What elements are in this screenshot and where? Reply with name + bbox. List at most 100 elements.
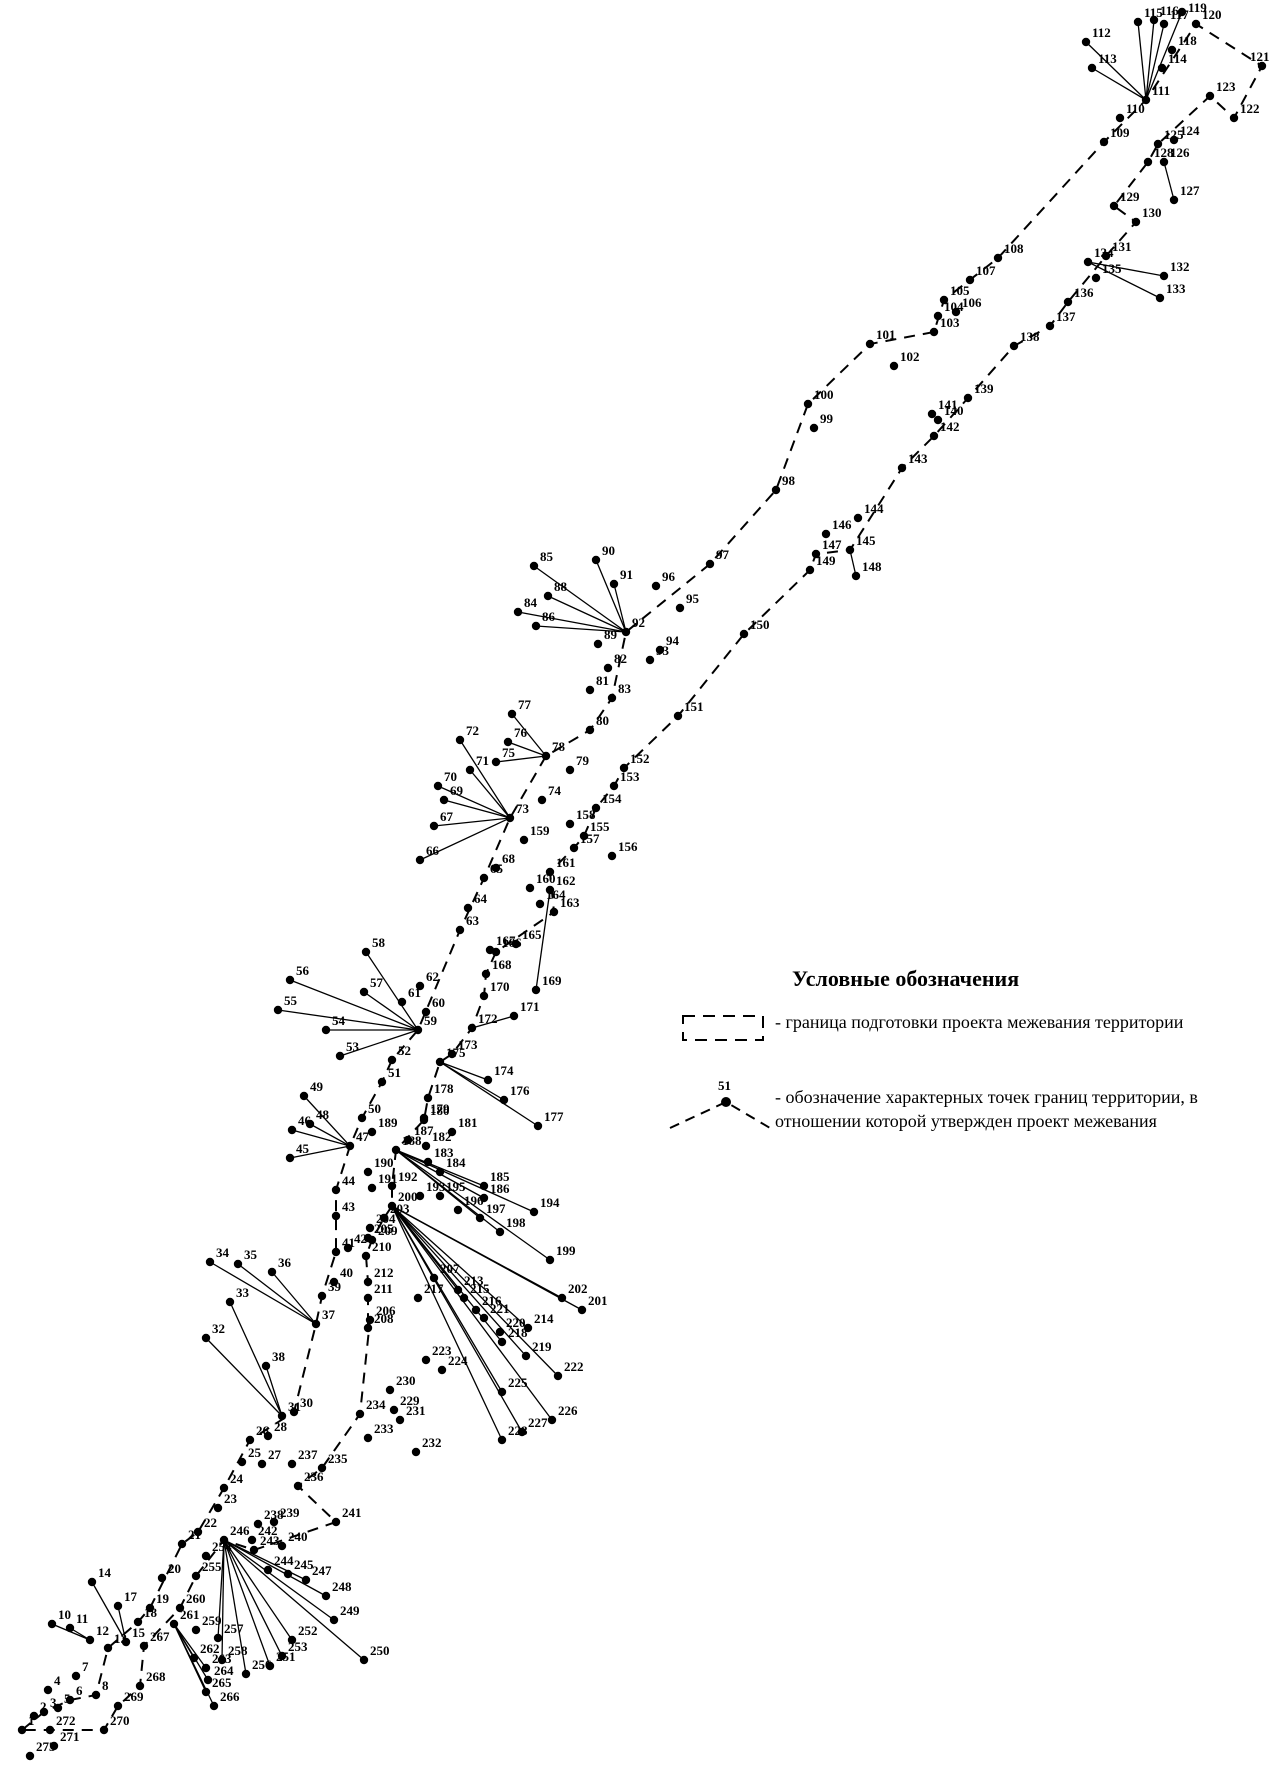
characteristic-point xyxy=(47,1619,57,1629)
characteristic-point xyxy=(245,1435,255,1445)
leader-line xyxy=(339,1029,419,1057)
characteristic-point xyxy=(845,545,855,555)
leader-line xyxy=(1145,11,1183,101)
point-label: 248 xyxy=(332,1579,352,1594)
leader-line xyxy=(223,1539,307,1581)
characteristic-point xyxy=(411,1447,421,1457)
point-label: 83 xyxy=(618,681,632,696)
characteristic-point xyxy=(363,1433,373,1443)
characteristic-point xyxy=(365,1223,375,1233)
point-label: 90 xyxy=(602,543,615,558)
characteristic-point xyxy=(509,1011,519,1021)
characteristic-point xyxy=(329,1277,339,1287)
characteristic-point xyxy=(569,843,579,853)
characteristic-point xyxy=(993,253,1003,263)
point-label: 80 xyxy=(596,713,609,728)
leader-line xyxy=(391,1205,563,1299)
characteristic-point xyxy=(379,1213,389,1223)
point-label: 127 xyxy=(1180,183,1200,198)
leader-line xyxy=(221,1539,225,1661)
characteristic-point xyxy=(345,1141,355,1151)
point-label: 227 xyxy=(528,1415,548,1430)
characteristic-point xyxy=(343,1243,353,1253)
leader-line xyxy=(1091,67,1147,101)
leader-line xyxy=(511,713,547,757)
point-label: 251 xyxy=(276,1649,296,1664)
point-label: 253 xyxy=(288,1639,308,1654)
characteristic-point xyxy=(497,1337,507,1347)
point-label: 38 xyxy=(272,1349,286,1364)
point-label: 202 xyxy=(568,1281,588,1296)
point-label: 160 xyxy=(536,871,556,886)
characteristic-point xyxy=(263,1565,273,1575)
point-label: 44 xyxy=(342,1173,356,1188)
characteristic-point xyxy=(621,627,631,637)
characteristic-point xyxy=(415,1191,425,1201)
point-label: 49 xyxy=(310,1079,324,1094)
characteristic-point xyxy=(25,1751,35,1761)
point-label: 34 xyxy=(216,1245,230,1260)
leader-line xyxy=(495,755,547,763)
legend-symbols: 51 xyxy=(669,1015,771,1129)
leader-line xyxy=(433,817,511,827)
point-label: 155 xyxy=(590,819,610,834)
leader-line xyxy=(1145,23,1165,101)
point-label: 272 xyxy=(56,1713,76,1728)
characteristic-point xyxy=(361,947,371,957)
point-label: 222 xyxy=(564,1359,584,1374)
point-label: 198 xyxy=(506,1215,526,1230)
point-label: 243 xyxy=(260,1533,280,1548)
point-label: 41 xyxy=(342,1235,355,1250)
characteristic-point xyxy=(1063,297,1073,307)
characteristic-point xyxy=(87,1577,97,1587)
characteristic-point xyxy=(497,1387,507,1397)
characteristic-point xyxy=(585,685,595,695)
characteristic-point xyxy=(479,991,489,1001)
point-label: 126 xyxy=(1170,145,1190,160)
point-label: 153 xyxy=(620,769,640,784)
point-label: 175 xyxy=(446,1045,466,1060)
point-label: 224 xyxy=(448,1353,468,1368)
point-label: 128 xyxy=(1154,145,1174,160)
leader-line xyxy=(223,1539,247,1675)
characteristic-point xyxy=(175,1603,185,1613)
point-label: 111 xyxy=(1152,83,1170,98)
characteristic-point xyxy=(219,1483,229,1493)
point-label: 156 xyxy=(618,839,638,854)
point-label: 171 xyxy=(520,999,540,1014)
point-label: 84 xyxy=(524,595,538,610)
characteristic-point xyxy=(421,1007,431,1017)
point-label: 186 xyxy=(490,1181,510,1196)
point-label: 5 xyxy=(64,1691,71,1706)
point-label: 138 xyxy=(1020,329,1040,344)
legend-points-text: - обозначение характерных точек границ т… xyxy=(775,1087,1198,1131)
point-label: 169 xyxy=(542,973,562,988)
characteristic-point xyxy=(1191,19,1201,29)
characteristic-point xyxy=(1155,293,1165,303)
point-label: 59 xyxy=(424,1013,438,1028)
point-label: 78 xyxy=(552,739,566,754)
point-label: 189 xyxy=(378,1115,398,1130)
point-label: 173 xyxy=(458,1037,478,1052)
point-label: 103 xyxy=(940,315,960,330)
point-label: 188 xyxy=(402,1133,422,1148)
characteristic-point xyxy=(1083,257,1093,267)
point-label: 85 xyxy=(540,549,554,564)
characteristic-point xyxy=(265,1661,275,1671)
point-label: 148 xyxy=(862,559,882,574)
characteristic-point xyxy=(273,1005,283,1015)
point-label: 237 xyxy=(298,1447,318,1462)
characteristic-point xyxy=(1167,45,1177,55)
point-label: 81 xyxy=(596,673,609,688)
point-label: 43 xyxy=(342,1199,356,1214)
point-label: 270 xyxy=(110,1713,130,1728)
point-label: 109 xyxy=(1110,125,1130,140)
characteristic-point xyxy=(453,1285,463,1295)
characteristic-point xyxy=(263,1431,273,1441)
characteristic-point xyxy=(651,581,661,591)
characteristic-point xyxy=(603,663,613,673)
characteristic-point xyxy=(933,415,943,425)
point-label: 269 xyxy=(124,1689,144,1704)
point-label: 104 xyxy=(944,299,964,314)
